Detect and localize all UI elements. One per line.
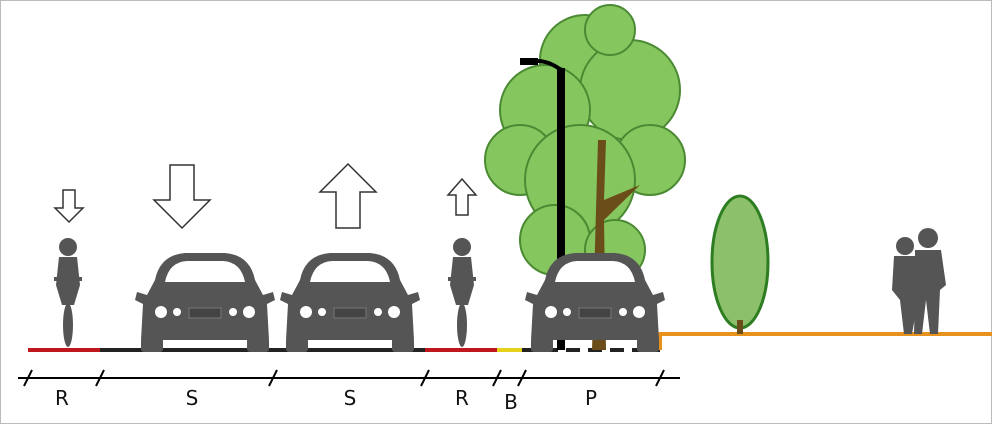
segment-label: S bbox=[186, 386, 199, 410]
segment-label: S bbox=[344, 386, 357, 410]
segment-label: R bbox=[55, 386, 69, 410]
car bbox=[279, 252, 421, 353]
cyclist bbox=[54, 238, 82, 347]
car bbox=[134, 252, 276, 353]
bush bbox=[710, 194, 770, 334]
tree bbox=[484, 4, 686, 281]
direction-arrows bbox=[53, 162, 478, 230]
dimension-line bbox=[18, 369, 680, 387]
cyclist bbox=[448, 238, 476, 347]
segment-label: B bbox=[504, 390, 518, 414]
street-lamp bbox=[520, 58, 565, 350]
segment-label: P bbox=[585, 386, 597, 410]
pedestrians bbox=[892, 228, 946, 334]
segment-label: R bbox=[455, 386, 469, 410]
